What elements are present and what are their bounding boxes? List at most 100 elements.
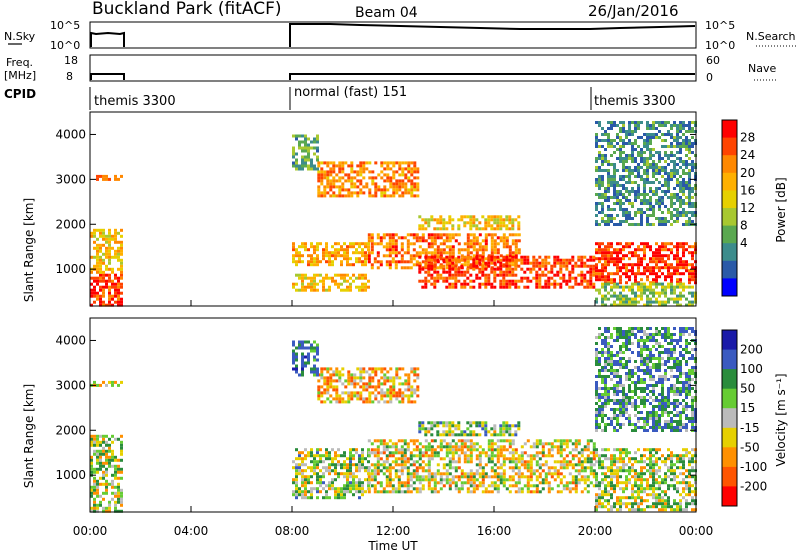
heatmap-cell [598, 291, 601, 295]
heatmap-cell [646, 172, 649, 175]
heatmap-cell [682, 124, 685, 127]
heatmap-cell [610, 281, 613, 285]
heatmap-cell [430, 255, 434, 259]
heatmap-cell [445, 221, 449, 225]
heatmap-cell [673, 469, 676, 473]
heatmap-cell [374, 367, 378, 371]
heatmap-cell [451, 439, 455, 443]
heatmap-cell [547, 270, 551, 274]
heatmap-cell [559, 267, 563, 271]
heatmap-cell [395, 373, 399, 377]
heatmap-cell [400, 254, 404, 258]
heatmap-cell [505, 424, 509, 428]
heatmap-cell [380, 382, 384, 386]
heatmap-cell [454, 264, 458, 268]
heatmap-cell [514, 218, 518, 222]
heatmap-cell [301, 273, 304, 277]
heatmap-cell [392, 164, 396, 168]
heatmap-cell [496, 454, 500, 458]
heatmap-cell [323, 194, 327, 198]
heatmap-cell [586, 270, 590, 274]
heatmap-cell [99, 464, 102, 468]
heatmap-cell [628, 142, 631, 145]
heatmap-cell [502, 282, 506, 286]
heatmap-cell [317, 385, 321, 389]
heatmap-cell [577, 255, 581, 259]
heatmap-cell [601, 184, 604, 187]
heatmap-cell [607, 260, 610, 264]
heatmap-cell [487, 279, 491, 283]
heatmap-cell [313, 460, 316, 464]
heatmap-cell [111, 294, 114, 298]
heatmap-cell [93, 470, 96, 474]
heatmap-cell [383, 194, 387, 198]
heatmap-cell [469, 242, 473, 246]
heatmap-cell [424, 261, 428, 265]
heatmap-cell [598, 493, 601, 497]
heatmap-cell [673, 175, 676, 178]
heatmap-cell [307, 454, 310, 458]
heatmap-cell [454, 276, 458, 280]
heatmap-cell [640, 502, 643, 506]
heatmap-cell [114, 464, 117, 468]
heatmap-cell [307, 340, 310, 344]
heatmap-cell [367, 466, 371, 470]
heatmap-cell [418, 239, 422, 243]
heatmap-cell [610, 145, 613, 148]
heatmap-cell [313, 282, 316, 286]
heatmap-cell [661, 502, 664, 506]
heatmap-cell [628, 508, 631, 512]
heatmap-cell [475, 239, 479, 243]
heatmap-cell [436, 266, 440, 270]
heatmap-cell [640, 257, 643, 261]
heatmap-cell [646, 217, 649, 220]
heatmap-cell [448, 264, 452, 268]
heatmap-cell [90, 467, 93, 471]
heatmap-cell [655, 169, 658, 172]
heatmap-cell [418, 215, 422, 219]
heatmap-cell [631, 154, 634, 157]
heatmap-cell [105, 449, 108, 453]
heatmap-cell [427, 251, 431, 255]
heatmap-cell [499, 270, 503, 274]
heatmap-cell [595, 202, 598, 205]
heatmap-cell [586, 466, 590, 470]
heatmap-cell [392, 191, 396, 195]
heatmap-cell [383, 179, 387, 183]
heatmap-cell [325, 496, 328, 500]
heatmap-cell [427, 469, 431, 473]
heatmap-cell [610, 214, 613, 217]
heatmap-cell [105, 485, 108, 489]
heatmap-cell [616, 124, 619, 127]
heatmap-cell [331, 457, 334, 461]
heatmap-cell [400, 242, 404, 246]
heatmap-cell [595, 472, 598, 476]
heatmap-cell [523, 270, 527, 274]
heatmap-cell [514, 267, 518, 271]
heatmap-cell [386, 388, 390, 392]
heatmap-cell [676, 136, 679, 139]
heatmap-cell [424, 270, 428, 274]
heatmap-cell [361, 451, 364, 455]
heatmap-cell [550, 475, 554, 479]
heatmap-cell [475, 248, 479, 252]
heatmap-cell [688, 184, 691, 187]
heatmap-cell [114, 473, 117, 477]
heatmap-cell [478, 242, 482, 246]
heatmap-cell [350, 164, 354, 168]
heatmap-cell [502, 469, 506, 473]
heatmap-cell [298, 373, 301, 377]
heatmap-cell [448, 258, 452, 262]
heatmap-cell [589, 276, 593, 280]
heatmap-cell [120, 509, 123, 513]
heatmap-cell [502, 478, 506, 482]
heatmap-cell [463, 439, 467, 443]
heatmap-cell [613, 184, 616, 187]
heatmap-cell [538, 451, 542, 455]
heatmap-cell [622, 127, 625, 130]
heatmap-cell [379, 239, 383, 243]
heatmap-cell [517, 421, 521, 425]
heatmap-cell [679, 136, 682, 139]
heatmap-cell [658, 187, 661, 190]
heatmap-cell [343, 466, 346, 470]
